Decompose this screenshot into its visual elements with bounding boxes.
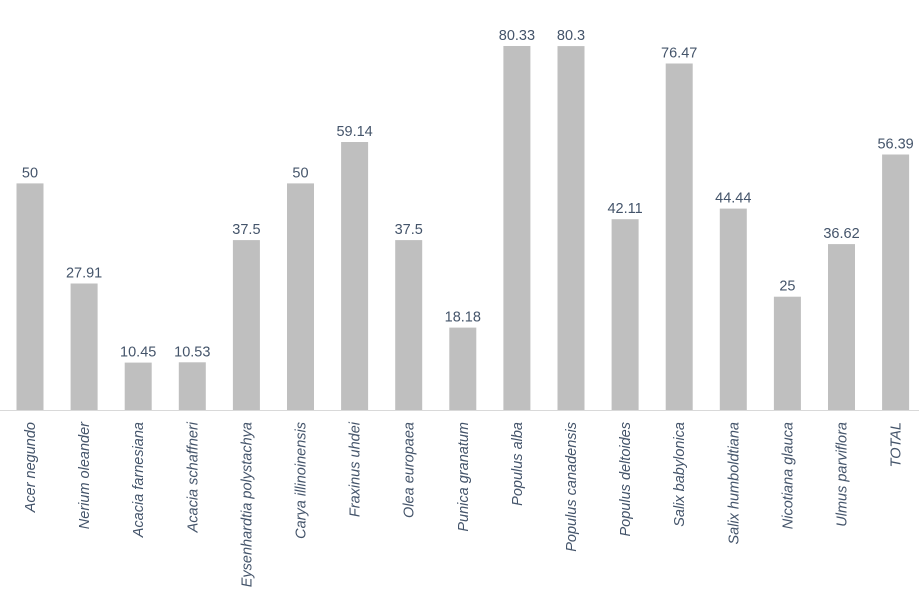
value-label-populus-canadensis: 80.3 xyxy=(557,28,585,44)
bar-acacia-farnesiana xyxy=(124,362,152,410)
category-label-nerium-oleander: Nerium oleander xyxy=(77,421,93,529)
category-label-olea-europaea: Olea europaea xyxy=(402,422,418,518)
bar-salix-humboldtiana xyxy=(719,208,747,410)
category-label-populus-canadensis: Populus canadensis xyxy=(564,422,580,552)
category-label-carya-illinoinensis: Carya illinoinensis xyxy=(294,422,310,539)
bar-total xyxy=(882,154,910,410)
value-label-punica-granatum: 18.18 xyxy=(445,310,481,326)
bar-nerium-oleander xyxy=(70,283,98,410)
bar-eysenhardtia-polystachya xyxy=(232,240,260,410)
value-label-fraxinus-uhdei: 59.14 xyxy=(336,124,372,140)
category-label-populus-alba: Populus alba xyxy=(510,422,526,506)
value-label-populus-alba: 80.33 xyxy=(499,28,535,44)
bar-populus-alba xyxy=(503,46,531,410)
bar-punica-granatum xyxy=(449,327,477,410)
bar-salix-babylonica xyxy=(665,63,693,410)
category-label-populus-deltoides: Populus deltoides xyxy=(618,422,634,536)
category-label-acacia-farnesiana: Acacia farnesiana xyxy=(131,422,147,538)
value-label-eysenhardtia-polystachya: 37.5 xyxy=(232,222,260,238)
category-label-fraxinus-uhdei: Fraxinus uhdei xyxy=(348,421,364,517)
bar-carya-illinoinensis xyxy=(287,183,314,410)
bar-ulmus-parviflora xyxy=(828,244,855,410)
value-label-nicotiana-glauca: 25 xyxy=(779,279,795,295)
bars-group xyxy=(16,46,910,410)
bar-acacia-schaffneri xyxy=(178,362,206,410)
bar-populus-canadensis xyxy=(557,46,585,410)
category-label-acer-negundo: Acer negundo xyxy=(23,422,39,513)
value-label-acacia-schaffneri: 10.53 xyxy=(174,344,210,360)
category-label-acacia-schaffneri: Acacia schaffneri xyxy=(185,421,201,533)
value-label-ulmus-parviflora: 36.62 xyxy=(823,226,859,242)
value-label-salix-humboldtiana: 44.44 xyxy=(715,191,751,207)
category-label-salix-babylonica: Salix babylonica xyxy=(672,422,688,527)
value-label-populus-deltoides: 42.11 xyxy=(607,201,642,217)
bar-acer-negundo xyxy=(16,183,44,410)
bar-olea-europaea xyxy=(395,240,423,410)
category-label-nicotiana-glauca: Nicotiana glauca xyxy=(780,422,796,529)
bar-populus-deltoides xyxy=(611,219,639,410)
category-label-eysenhardtia-polystachya: Eysenhardtia polystachya xyxy=(239,422,255,587)
value-label-nerium-oleander: 27.91 xyxy=(66,266,102,282)
bar-fraxinus-uhdei xyxy=(341,142,369,410)
value-label-salix-babylonica: 76.47 xyxy=(661,46,697,62)
category-label-punica-granatum: Punica granatum xyxy=(456,422,472,532)
value-label-olea-europaea: 37.5 xyxy=(395,222,423,238)
value-label-carya-illinoinensis: 50 xyxy=(292,165,308,181)
value-label-acer-negundo: 50 xyxy=(22,165,38,181)
bar-nicotiana-glauca xyxy=(773,296,801,410)
value-label-total: 56.39 xyxy=(877,137,913,153)
category-label-ulmus-parviflora: Ulmus parviflora xyxy=(835,422,851,527)
category-label-salix-humboldtiana: Salix humboldtiana xyxy=(726,422,742,545)
category-labels-group: Acer negundo Nerium oleander Acacia farnes… xyxy=(23,421,905,587)
category-label-total: TOTAL xyxy=(889,422,905,467)
value-label-acacia-farnesiana: 10.45 xyxy=(120,345,156,361)
value-labels-group: 50 27.91 10.45 10.53 37.5 50 59.14 37.5 18.18 80.… xyxy=(22,28,914,361)
